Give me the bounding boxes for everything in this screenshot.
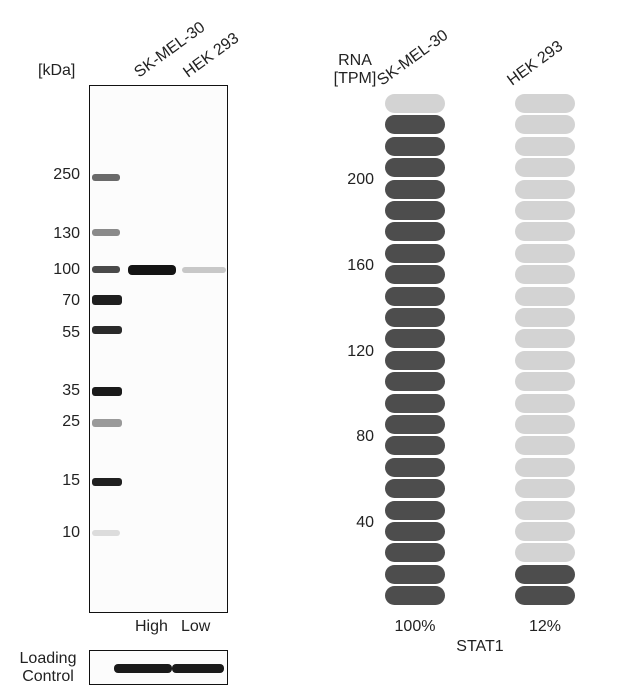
ladder-band-15 <box>92 478 122 486</box>
rna-pill <box>515 201 575 220</box>
marker-label-70: 70 <box>62 292 80 309</box>
rna-pill <box>385 286 445 306</box>
rna-pill <box>515 415 575 434</box>
rna-pill <box>385 500 445 520</box>
rna-pill <box>515 286 575 306</box>
rna-pill <box>515 479 575 499</box>
marker-label-15: 15 <box>62 472 80 489</box>
ladder-band-25 <box>92 419 122 427</box>
expression-level-high: High <box>135 618 168 635</box>
rna-pill <box>385 586 445 606</box>
loading-control-membrane <box>89 650 228 685</box>
rna-pill <box>515 350 575 370</box>
rna-pill <box>385 179 445 199</box>
rna-pill <box>515 179 575 199</box>
rna-cell-line-label-sk-mel-30: SK-MEL-30 <box>374 26 452 90</box>
rna-pill <box>385 136 445 156</box>
rna-pill <box>515 522 575 541</box>
ladder-band-250 <box>92 174 120 181</box>
rna-pill <box>515 457 575 477</box>
rna-pill <box>385 201 445 220</box>
rna-percent-hek-293: 12% <box>528 618 562 635</box>
marker-label-250: 250 <box>53 166 80 183</box>
sample-band-sk-mel-30 <box>128 265 176 275</box>
loading-band-hek-293 <box>172 664 224 673</box>
ladder-band-130 <box>92 229 120 236</box>
sample-band-hek-293 <box>182 267 226 273</box>
rna-pill <box>385 436 445 456</box>
rna-pill <box>515 329 575 349</box>
rna-pill <box>385 350 445 370</box>
rna-pill <box>515 543 575 563</box>
rna-pill <box>385 115 445 135</box>
rna-pill <box>385 243 445 263</box>
rna-pill <box>515 94 575 113</box>
rna-pill <box>515 115 575 135</box>
rna-pill <box>385 393 445 413</box>
rna-pill <box>385 372 445 392</box>
rna-pill <box>385 222 445 242</box>
rna-pill <box>385 543 445 563</box>
rna-pill <box>385 457 445 477</box>
rna-pill <box>515 265 575 285</box>
rna-pill-column-sk-mel-30 <box>385 94 445 606</box>
rna-pill <box>385 94 445 113</box>
ladder-band-55 <box>92 326 122 334</box>
rna-pill <box>515 243 575 263</box>
rna-tick-160: 160 <box>347 257 374 274</box>
loading-control-label: Loading Control <box>19 650 77 685</box>
rna-pill <box>385 308 445 327</box>
marker-label-130: 130 <box>53 225 80 242</box>
ladder-band-10 <box>92 530 120 536</box>
rna-pill <box>515 500 575 520</box>
rna-pill <box>385 479 445 499</box>
rna-pill <box>515 158 575 178</box>
marker-label-10: 10 <box>62 524 80 541</box>
rna-pill <box>515 372 575 392</box>
rna-pill <box>515 436 575 456</box>
rna-tick-120: 120 <box>347 343 374 360</box>
rna-pill <box>385 158 445 178</box>
rna-axis-label: RNA [TPM] <box>333 52 377 87</box>
gene-name: STAT1 <box>456 638 504 655</box>
ladder-band-100 <box>92 266 120 273</box>
rna-pill <box>515 564 575 584</box>
rna-pill <box>515 136 575 156</box>
marker-label-25: 25 <box>62 413 80 430</box>
rna-pill <box>385 564 445 584</box>
marker-label-35: 35 <box>62 382 80 399</box>
rna-percent-sk-mel-30: 100% <box>394 618 436 635</box>
rna-pill <box>385 522 445 541</box>
ladder-band-70 <box>92 295 122 305</box>
ladder-band-35 <box>92 387 122 396</box>
rna-pill <box>385 415 445 434</box>
marker-label-100: 100 <box>53 261 80 278</box>
rna-pill <box>515 308 575 327</box>
rna-pill <box>385 329 445 349</box>
western-blot-membrane <box>89 85 228 613</box>
expression-level-low: Low <box>181 618 211 635</box>
kda-unit-label: [kDa] <box>38 62 76 79</box>
rna-pill <box>515 393 575 413</box>
rna-cell-line-label-hek-293: HEK 293 <box>504 37 567 90</box>
rna-pill <box>385 265 445 285</box>
rna-tick-200: 200 <box>347 171 374 188</box>
rna-pill <box>515 586 575 606</box>
rna-pill-column-hek-293 <box>515 94 575 606</box>
rna-tick-40: 40 <box>356 514 374 531</box>
rna-pill <box>515 222 575 242</box>
loading-band-sk-mel-30 <box>114 664 172 673</box>
rna-tick-80: 80 <box>356 428 374 445</box>
marker-label-55: 55 <box>62 324 80 341</box>
